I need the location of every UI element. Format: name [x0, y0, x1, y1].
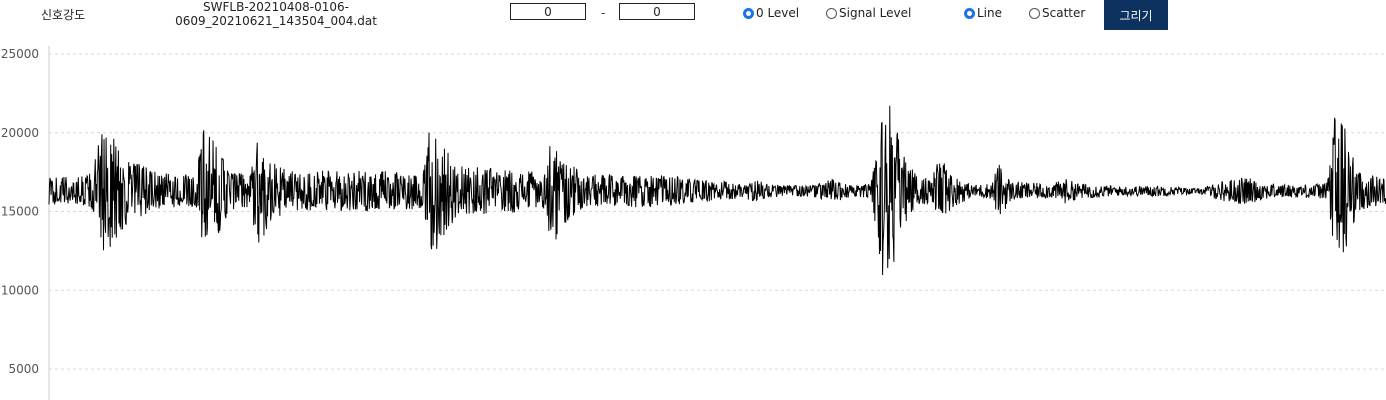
ytick-label: 25000 — [1, 47, 39, 61]
signal-line — [48, 105, 1386, 275]
range-end-input[interactable] — [619, 3, 695, 20]
radio-zero-level-label: 0 Level — [756, 6, 800, 20]
radio-signal-level-dot[interactable] — [826, 7, 837, 19]
range-start-input[interactable] — [510, 3, 586, 20]
range-separator: - — [601, 6, 606, 20]
draw-button[interactable]: 그리기 — [1104, 0, 1168, 30]
signal-chart: 25000 20000 15000 10000 5000 — [0, 34, 1386, 400]
radio-scatter-label: Scatter — [1042, 6, 1086, 20]
radio-scatter-dot[interactable] — [1029, 7, 1040, 19]
ytick-label: 5000 — [8, 362, 39, 376]
radio-zero-level-dot[interactable] — [743, 7, 754, 19]
ytick-label: 15000 — [1, 205, 39, 219]
ytick-label: 20000 — [1, 126, 39, 140]
page-title: 신호강도 — [41, 8, 86, 22]
ytick-label: 10000 — [1, 283, 39, 297]
signal-chart-svg: 25000 20000 15000 10000 5000 — [1, 46, 1386, 400]
filename-label: SWFLB-20210408-0106- 0609_20210621_14350… — [170, 0, 382, 28]
toolbar: 신호강도 SWFLB-20210408-0106- 0609_20210621_… — [0, 0, 1386, 34]
radio-scatter[interactable]: Scatter — [1029, 6, 1085, 20]
radio-zero-level[interactable]: 0 Level — [743, 6, 799, 20]
radio-signal-level[interactable]: Signal Level — [826, 6, 911, 20]
radio-line[interactable]: Line — [964, 6, 1002, 20]
radio-line-label: Line — [977, 6, 1003, 20]
filename-line-1: SWFLB-20210408-0106- — [203, 0, 349, 14]
filename-line-2: 0609_20210621_143504_004.dat — [175, 14, 377, 28]
radio-signal-level-label: Signal Level — [839, 6, 912, 20]
ytick-layer: 25000 20000 15000 10000 5000 — [1, 47, 39, 376]
grid-layer — [49, 53, 1386, 370]
radio-line-dot[interactable] — [964, 7, 975, 19]
